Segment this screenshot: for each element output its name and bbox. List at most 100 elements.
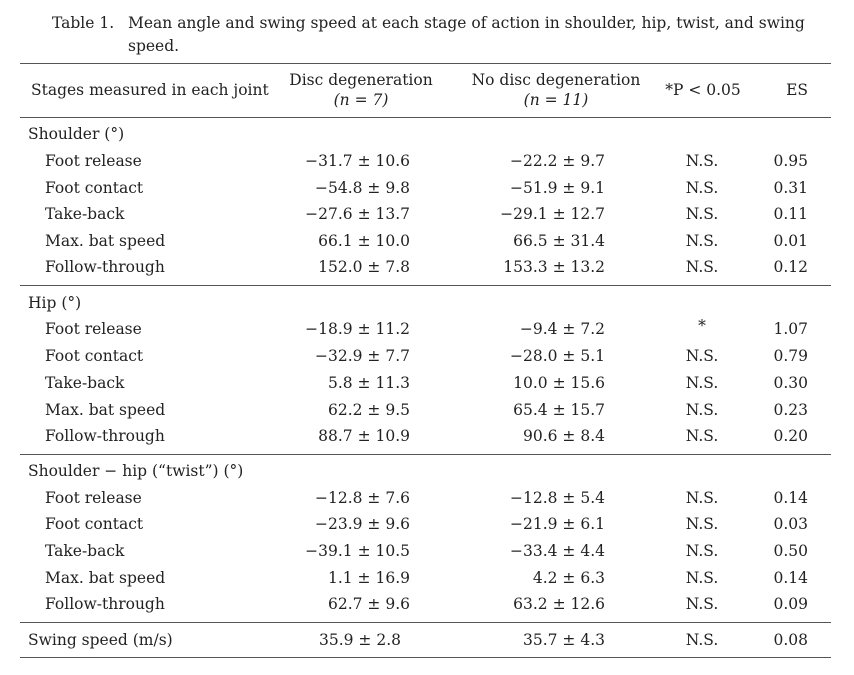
p-value: N.S. [685, 347, 719, 365]
effect-size: 0.12 [773, 258, 808, 276]
disc-degeneration-value: 152.0 ± 7.8 [318, 258, 410, 276]
stage-label: Foot contact [45, 347, 144, 365]
stage-label: Take-back [45, 542, 125, 560]
stage-label: Max. bat speed [45, 569, 166, 587]
disc-degeneration-value: −54.8 ± 9.8 [315, 179, 410, 197]
stage-label: Foot release [45, 320, 142, 338]
effect-size: 0.14 [773, 489, 808, 507]
effect-size: 0.23 [773, 401, 808, 419]
disc-degeneration-value: 35.9 ± 2.8 [318, 631, 401, 649]
stage-label: Take-back [45, 374, 125, 392]
disc-degeneration-value: −18.9 ± 11.2 [305, 320, 410, 338]
disc-degeneration-value: −39.1 ± 10.5 [305, 542, 410, 560]
stage-label: Foot release [45, 152, 142, 170]
effect-size: 0.30 [773, 374, 808, 392]
effect-size: 0.08 [773, 631, 808, 649]
effect-size: 1.07 [773, 320, 808, 338]
top-rule [20, 63, 831, 64]
stage-label: Max. bat speed [45, 232, 166, 250]
bottom-rule [20, 657, 831, 658]
effect-size: 0.11 [773, 205, 808, 223]
no-disc-degeneration-value: −51.9 ± 9.1 [510, 179, 605, 197]
p-value: N.S. [685, 374, 719, 392]
stage-label: Swing speed (m/s) [28, 631, 173, 649]
no-disc-degeneration-value: −22.2 ± 9.7 [510, 152, 605, 170]
p-value: N.S. [685, 427, 719, 445]
no-disc-degeneration-value: 66.5 ± 31.4 [513, 232, 605, 250]
section-divider [20, 285, 831, 286]
no-disc-degeneration-value: −12.8 ± 5.4 [510, 489, 605, 507]
p-value: N.S. [685, 401, 719, 419]
p-value: N.S. [685, 595, 719, 613]
no-disc-degeneration-value: −33.4 ± 4.4 [510, 542, 605, 560]
table-number: Table 1. [52, 14, 115, 32]
p-value: N.S. [685, 232, 719, 250]
no-disc-degeneration-value: 63.2 ± 12.6 [513, 595, 605, 613]
no-disc-degeneration-value: −29.1 ± 12.7 [500, 205, 605, 223]
header-p-value: *P < 0.05 [665, 81, 741, 99]
disc-degeneration-value: 62.2 ± 9.5 [327, 401, 410, 419]
disc-degeneration-value: −31.7 ± 10.6 [305, 152, 410, 170]
header-stages: Stages measured in each joint [31, 81, 269, 99]
p-value: N.S. [685, 515, 719, 533]
header-no-disc-degeneration: No disc degeneration [471, 71, 641, 89]
effect-size: 0.14 [773, 569, 808, 587]
disc-degeneration-value: 62.7 ± 9.6 [327, 595, 410, 613]
disc-degeneration-value: 66.1 ± 10.0 [318, 232, 410, 250]
effect-size: 0.31 [773, 179, 808, 197]
header-disc-degeneration: Disc degeneration [289, 71, 433, 89]
no-disc-degeneration-value: −9.4 ± 7.2 [519, 320, 605, 338]
section-title-hip: Hip (°) [28, 294, 82, 312]
section-title-twist: Shoulder − hip (“twist”) (°) [28, 462, 244, 480]
stage-label: Foot contact [45, 179, 144, 197]
effect-size: 0.03 [773, 515, 808, 533]
stage-label: Foot release [45, 489, 142, 507]
p-value: N.S. [685, 489, 719, 507]
disc-degeneration-value: 88.7 ± 10.9 [318, 427, 410, 445]
p-value: * [698, 317, 706, 335]
no-disc-degeneration-value: 10.0 ± 15.6 [513, 374, 605, 392]
disc-degeneration-value: 1.1 ± 16.9 [327, 569, 410, 587]
p-value: N.S. [685, 631, 719, 649]
header-rule [20, 117, 831, 118]
p-value: N.S. [685, 569, 719, 587]
p-value: N.S. [685, 205, 719, 223]
disc-degeneration-value: −27.6 ± 13.7 [305, 205, 410, 223]
header-no-disc-degeneration-n: (n = 11) [470, 90, 642, 110]
disc-degeneration-value: −23.9 ± 9.6 [315, 515, 410, 533]
no-disc-degeneration-value: 35.7 ± 4.3 [522, 631, 605, 649]
no-disc-degeneration-value: 153.3 ± 13.2 [503, 258, 605, 276]
stage-label: Follow-through [45, 258, 165, 276]
header-dd-n: (n = 7) [333, 91, 389, 109]
effect-size: 0.50 [773, 542, 808, 560]
stage-label: Follow-through [45, 595, 165, 613]
disc-degeneration-value: −32.9 ± 7.7 [315, 347, 410, 365]
effect-size: 0.09 [773, 595, 808, 613]
section-title-shoulder: Shoulder (°) [28, 125, 125, 143]
no-disc-degeneration-value: −28.0 ± 5.1 [510, 347, 605, 365]
section-divider [20, 454, 831, 455]
table-title: Mean angle and swing speed at each stage… [128, 14, 805, 55]
p-value: N.S. [685, 542, 719, 560]
effect-size: 0.79 [773, 347, 808, 365]
header-effect-size: ES [786, 81, 808, 99]
effect-size: 0.20 [773, 427, 808, 445]
disc-degeneration-value: 5.8 ± 11.3 [327, 374, 410, 392]
p-value: N.S. [685, 152, 719, 170]
effect-size: 0.01 [773, 232, 808, 250]
stage-label: Foot contact [45, 515, 144, 533]
no-disc-degeneration-value: 4.2 ± 6.3 [532, 569, 605, 587]
header-disc-degeneration-n: (n = 7) [278, 90, 444, 110]
effect-size: 0.95 [773, 152, 808, 170]
p-value: N.S. [685, 258, 719, 276]
no-disc-degeneration-value: 65.4 ± 15.7 [513, 401, 605, 419]
no-disc-degeneration-value: 90.6 ± 8.4 [522, 427, 605, 445]
stage-label: Follow-through [45, 427, 165, 445]
stage-label: Take-back [45, 205, 125, 223]
p-value: N.S. [685, 179, 719, 197]
disc-degeneration-value: −12.8 ± 7.6 [315, 489, 410, 507]
stage-label: Max. bat speed [45, 401, 166, 419]
no-disc-degeneration-value: −21.9 ± 6.1 [510, 515, 605, 533]
section-divider [20, 622, 831, 623]
header-nd-n: (n = 11) [523, 91, 589, 109]
